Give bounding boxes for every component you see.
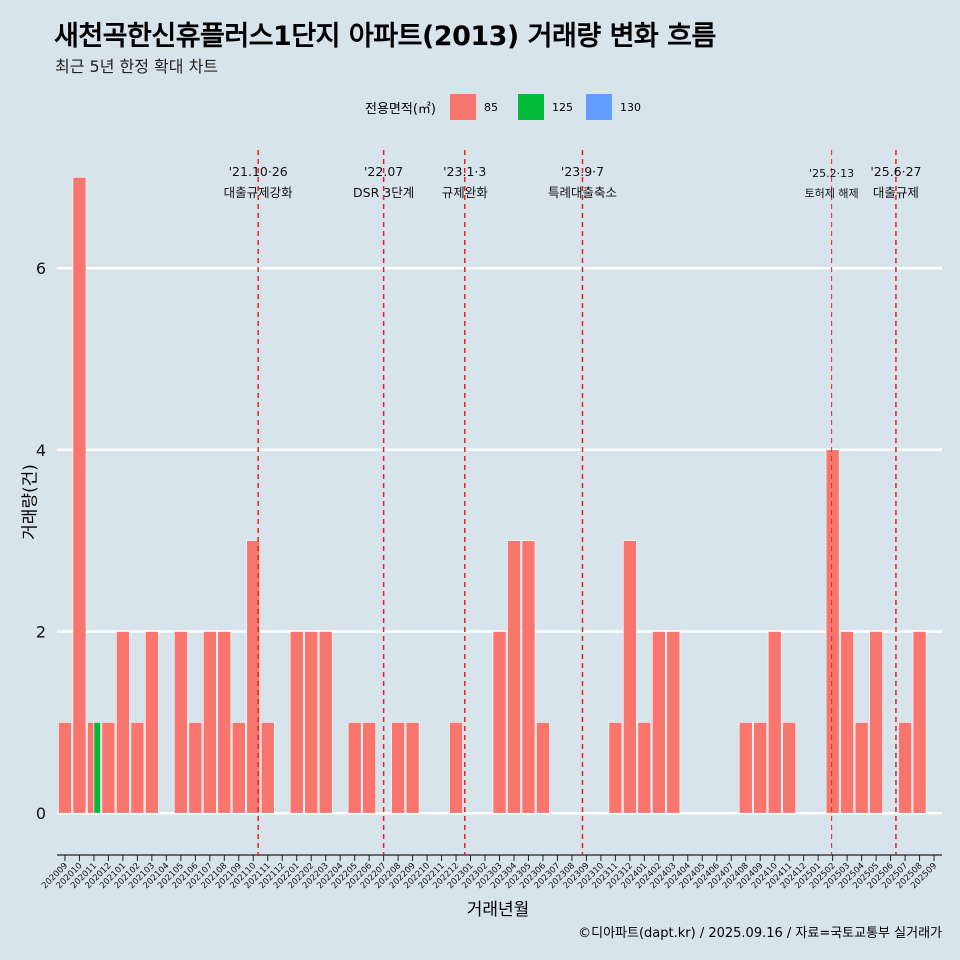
bar-85-202306	[536, 722, 550, 814]
bar-85-202502	[825, 449, 840, 814]
event-label-4: 토허제 해제	[805, 186, 859, 200]
bar-85-202111	[260, 722, 275, 814]
bar-85-202408	[738, 722, 753, 814]
event-date-5: '25.6·27	[870, 164, 921, 179]
legend-swatch-85	[449, 94, 476, 120]
event-date-3: '23.9·7	[561, 164, 604, 179]
bar-85-202106	[188, 722, 203, 814]
bar-85-202009	[58, 722, 72, 814]
bar-85-202206	[362, 722, 376, 814]
bar-125-202011	[93, 722, 101, 814]
bar-85-202311	[608, 722, 623, 814]
bar-85-202203	[318, 631, 333, 814]
bar-85-202304	[507, 540, 521, 814]
chart-legend: 전용면적(㎡) 85 125 130	[365, 93, 646, 121]
bar-85-202411	[782, 722, 797, 814]
bar-85-202209	[405, 722, 420, 814]
legend-item-125: 125	[517, 94, 574, 120]
legend-label-125: 125	[551, 100, 573, 114]
bar-85-202205	[347, 722, 362, 814]
y-axis-label: 거래량(건)	[20, 464, 41, 540]
bar-85-202012	[101, 722, 116, 814]
page-subtitle: 최근 5년 한정 확대 차트	[55, 57, 219, 76]
bar-85-202201	[289, 631, 304, 814]
event-date-0: '21.10·26	[229, 164, 288, 179]
bar-85-202202	[304, 631, 319, 814]
bar-85-202103	[145, 631, 159, 814]
x-axis-label: 거래년월	[466, 900, 530, 920]
legend-title: 전용면적(㎡)	[365, 101, 436, 117]
event-label-2: 규제완화	[442, 185, 489, 200]
bar-85-202108	[217, 631, 232, 814]
bar-85-202312	[623, 540, 637, 814]
bar-85-202410	[767, 631, 782, 814]
bar-85-202402	[652, 631, 666, 814]
bar-85-202208	[391, 722, 405, 814]
y-tick-label: 0	[36, 804, 46, 823]
y-tick-label: 6	[36, 259, 46, 278]
bar-85-202109	[231, 722, 246, 814]
event-label-1: DSR 3단계	[353, 185, 414, 200]
bar-85-202212	[449, 722, 463, 814]
legend-label-130: 130	[619, 100, 641, 114]
event-date-1: '22.07	[364, 164, 403, 179]
bar-85-202403	[666, 631, 681, 814]
bar-85-202105	[174, 631, 188, 814]
bar-85-202409	[753, 722, 768, 814]
bar-85-202503	[840, 631, 854, 814]
bar-85-202505	[869, 631, 883, 814]
bar-85-202107	[202, 631, 217, 814]
bar-85-202305	[521, 540, 536, 814]
legend-swatch-130	[585, 94, 612, 120]
event-date-4: '25.2·13	[809, 167, 854, 180]
bar-85-202110	[246, 540, 261, 814]
bar-85-202508	[912, 631, 927, 814]
legend-swatch-125	[517, 94, 544, 120]
event-label-5: 대출규제	[873, 185, 919, 200]
bar-85-202101	[116, 631, 130, 814]
source-caption: ©디아파트(dapt.kr) / 2025.09.16 / 자료=국토교통부 실…	[578, 926, 942, 941]
y-tick-label: 2	[36, 623, 46, 642]
page-title: 새천곡한신휴플러스1단지 아파트(2013) 거래량 변화 흐름	[54, 21, 716, 52]
event-date-2: '23.1·3	[443, 164, 486, 179]
legend-item-85: 85	[449, 94, 506, 120]
legend-item-130: 130	[585, 94, 642, 120]
legend-label-85: 85	[483, 100, 498, 114]
event-label-3: 특례대출축소	[548, 185, 617, 200]
bar-85-202507	[898, 722, 912, 814]
bar-85-202303	[492, 631, 507, 814]
bar-85-202102	[130, 722, 145, 814]
bar-85-202504	[854, 722, 869, 814]
bar-85-202010	[72, 176, 87, 814]
event-label-0: 대출규제강화	[224, 185, 294, 200]
bar-85-202401	[637, 722, 652, 814]
bar-85-202011	[87, 722, 95, 814]
y-tick-label: 4	[36, 441, 46, 460]
